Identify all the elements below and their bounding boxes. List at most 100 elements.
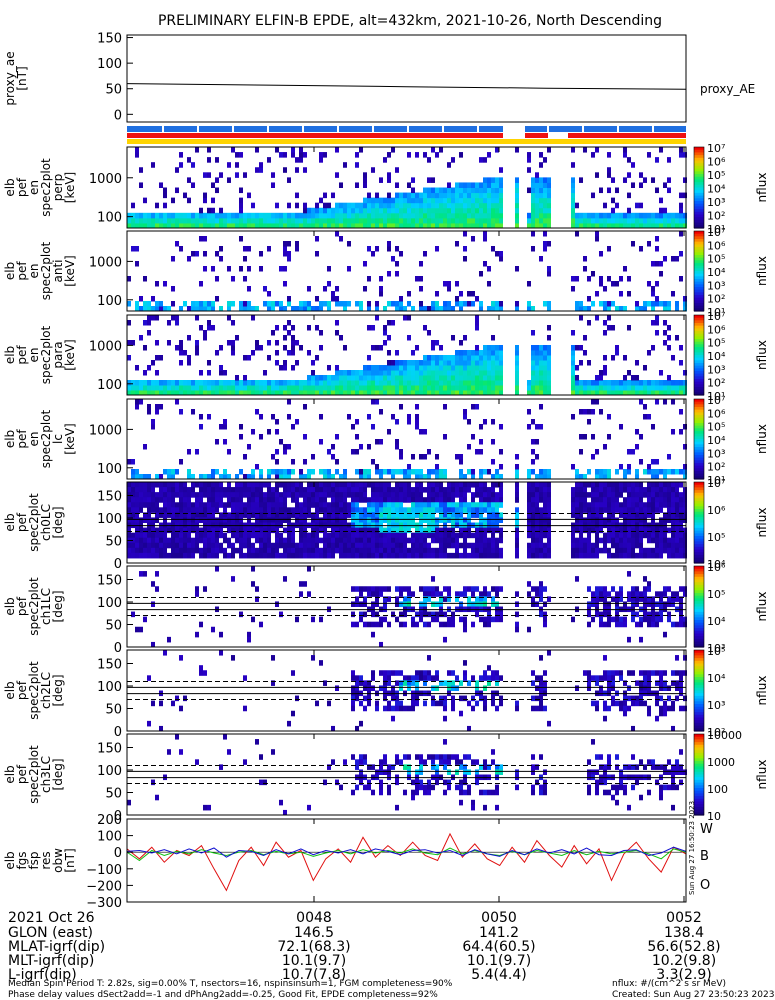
heatmap-cell [151, 492, 155, 498]
heatmap-cell [603, 601, 607, 607]
heatmap-cell [363, 375, 367, 381]
heatmap-cell [575, 527, 579, 534]
heatmap-cell [547, 502, 551, 508]
heatmap-cell [187, 487, 191, 493]
heatmap-cell [155, 355, 159, 361]
heatmap-cell [663, 487, 667, 493]
heatmap-cell [271, 454, 275, 460]
heatmap-cell [679, 497, 683, 503]
heatmap-cell [647, 492, 651, 498]
heatmap-cell [571, 390, 575, 396]
heatmap-cell [655, 552, 659, 559]
heatmap-cell [607, 306, 611, 312]
heatmap-cell [463, 552, 467, 559]
heatmap-cell [491, 182, 495, 188]
heatmap-cell [171, 527, 175, 534]
heatmap-cell [155, 586, 159, 592]
heatmap-cell [619, 542, 623, 549]
heatmap-cell [443, 492, 447, 498]
heatmap-cell [207, 487, 211, 493]
heatmap-cell [539, 380, 543, 386]
heatmap-cell [231, 147, 235, 153]
heatmap-cell [659, 591, 663, 597]
heatmap-cell [387, 202, 391, 209]
heatmap-cell [587, 276, 591, 282]
heatmap-cell [455, 355, 459, 361]
heatmap-cell [139, 537, 143, 544]
heatmap-cell [643, 527, 647, 534]
heatmap-cell [683, 542, 687, 549]
heatmap-cell [355, 207, 359, 214]
heatmap-cell [255, 492, 259, 498]
heatmap-cell [183, 547, 187, 554]
heatmap-cell [127, 512, 131, 518]
heatmap-cell [291, 340, 295, 346]
heatmap-cell [147, 492, 151, 498]
heatmap-cell [539, 586, 543, 592]
heatmap-cell [595, 390, 599, 396]
heatmap-cell [223, 380, 227, 386]
heatmap-cell [291, 547, 295, 554]
heatmap-cell [363, 552, 367, 559]
heatmap-cell [159, 512, 163, 518]
heatmap-cell [399, 482, 403, 488]
heatmap-cell [587, 212, 591, 219]
pef-en-lc-ylabel-2: en [27, 432, 41, 447]
heatmap-cell [275, 507, 279, 513]
colorbar-swatch [694, 320, 704, 324]
heatmap-cell [315, 542, 319, 549]
heatmap-cell [451, 360, 455, 366]
heatmap-cell [471, 222, 475, 229]
heatmap-cell [355, 449, 359, 455]
heatmap-cell [375, 621, 379, 628]
heatmap-cell [683, 507, 687, 513]
heatmap-cell [251, 212, 255, 219]
heatmap-cell [195, 301, 199, 307]
heatmap-cell [411, 454, 415, 460]
heatmap-cell [527, 547, 531, 554]
heatmap-cell [407, 375, 411, 381]
heatmap-cell [367, 444, 371, 450]
heatmap-cell [347, 385, 351, 391]
heatmap-cell [475, 325, 479, 331]
heatmap-cell [459, 365, 463, 371]
heatmap-cell [259, 251, 263, 257]
heatmap-cell [495, 390, 499, 396]
heatmap-cell [391, 552, 395, 559]
heatmap-cell [143, 497, 147, 503]
colorbar-swatch [694, 609, 704, 613]
heatmap-cell [155, 497, 159, 503]
heatmap-cell [199, 236, 203, 242]
heatmap-cell [459, 182, 463, 188]
heatmap-cell [427, 502, 431, 508]
heatmap-cell [275, 482, 279, 488]
heatmap-cell [603, 380, 607, 386]
heatmap-cell [163, 527, 167, 534]
heatmap-cell [139, 547, 143, 554]
heatmap-cell [227, 390, 231, 396]
heatmap-cell [251, 469, 255, 475]
heatmap-cell [327, 532, 331, 539]
heatmap-cell [387, 177, 391, 183]
colorbar-swatch [694, 633, 704, 637]
heatmap-cell [295, 340, 299, 346]
heatmap-cell [327, 512, 331, 518]
heatmap-cell [463, 375, 467, 381]
heatmap-cell [275, 542, 279, 549]
heatmap-cell [319, 497, 323, 503]
heatmap-cell [579, 502, 583, 508]
heatmap-cell [623, 507, 627, 513]
heatmap-cell [259, 390, 263, 396]
heatmap-cell [159, 482, 163, 488]
heatmap-cell [299, 542, 303, 549]
heatmap-cell [583, 517, 587, 523]
heatmap-cell [135, 532, 139, 539]
heatmap-cell [355, 586, 359, 592]
heatmap-cell [267, 246, 271, 252]
heatmap-cell [287, 444, 291, 450]
pef-en-para-frame [126, 314, 687, 396]
heatmap-cell [619, 492, 623, 498]
pef-en-perp-ylabel-1: pef [15, 177, 29, 197]
heatmap-cell [495, 202, 499, 209]
heatmap-cell [431, 340, 435, 346]
